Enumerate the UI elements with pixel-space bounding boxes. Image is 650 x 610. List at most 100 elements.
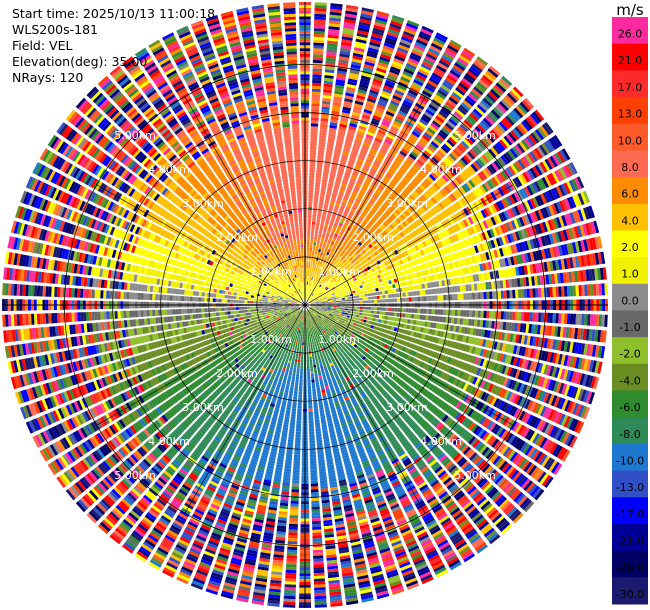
range-gate <box>340 273 344 277</box>
range-gate <box>493 84 505 95</box>
range-gate <box>493 202 500 212</box>
range-gate <box>305 296 307 300</box>
range-gate <box>314 236 318 240</box>
range-gate <box>333 283 337 287</box>
range-gate <box>336 215 341 220</box>
range-gate <box>305 281 307 285</box>
range-gate <box>411 279 416 285</box>
range-gate <box>501 258 507 267</box>
range-gate <box>312 262 315 266</box>
range-gate <box>339 232 344 237</box>
range-gate <box>399 79 410 86</box>
range-gate <box>380 53 392 60</box>
range-gate <box>541 312 545 323</box>
range-gate <box>513 219 520 229</box>
range-gate <box>439 287 443 294</box>
range-gate <box>333 310 337 313</box>
range-gate <box>307 294 310 297</box>
range-gate <box>317 296 321 299</box>
range-gate <box>544 122 554 134</box>
range-gate <box>426 106 437 114</box>
range-gate <box>384 113 394 120</box>
range-gate <box>370 36 383 42</box>
range-gate <box>322 279 326 283</box>
range-gate <box>350 208 356 214</box>
range-gate <box>432 267 437 274</box>
range-gate <box>351 147 359 153</box>
range-gate <box>459 231 465 239</box>
range-gate <box>344 98 353 103</box>
range-gate <box>542 221 548 233</box>
range-gate <box>313 28 325 32</box>
range-gate <box>335 202 340 207</box>
range-gate <box>319 261 323 265</box>
range-gate <box>333 307 337 309</box>
range-gate <box>312 80 322 84</box>
range-gate <box>362 219 368 225</box>
range-gate <box>556 201 563 213</box>
range-gate <box>385 242 391 248</box>
range-gate <box>341 227 346 232</box>
range-gate <box>381 90 391 97</box>
range-gate <box>389 274 394 280</box>
range-gate <box>384 82 395 89</box>
range-gate <box>564 198 571 210</box>
range-gate <box>420 169 428 177</box>
range-gate <box>345 301 349 304</box>
range-gate <box>430 122 440 131</box>
range-gate <box>345 317 350 321</box>
range-gate <box>383 244 388 249</box>
range-gate <box>514 126 524 137</box>
range-gate <box>339 302 343 304</box>
range-gate <box>336 140 344 145</box>
range-gate <box>566 313 571 325</box>
range-gate <box>311 224 316 228</box>
range-gate <box>329 14 342 19</box>
range-gate <box>384 39 396 46</box>
range-gate <box>365 240 370 245</box>
range-gate <box>437 295 441 301</box>
range-gate <box>338 62 349 67</box>
range-gate <box>422 167 430 175</box>
range-gate <box>463 75 474 85</box>
range-gate <box>382 177 390 184</box>
range-gate <box>478 233 485 242</box>
range-gate <box>478 211 485 220</box>
range-gate <box>356 195 363 201</box>
range-gate <box>313 242 317 246</box>
range-gate <box>445 207 453 216</box>
range-gate <box>562 229 569 241</box>
range-gate <box>535 288 539 298</box>
range-gate <box>357 193 364 199</box>
range-gate <box>353 262 358 266</box>
range-gate <box>457 309 461 317</box>
range-gate <box>447 44 459 54</box>
range-gate <box>371 284 375 289</box>
range-gate <box>347 248 352 253</box>
range-gate <box>328 20 341 25</box>
range-gate <box>355 269 359 273</box>
range-gate <box>397 298 401 302</box>
range-gate <box>477 172 485 182</box>
range-gate <box>346 203 352 209</box>
range-gate <box>326 251 330 256</box>
range-gate <box>408 153 417 161</box>
range-gate <box>308 256 312 260</box>
range-gate <box>307 218 312 222</box>
range-gate <box>355 292 359 296</box>
range-gate <box>348 274 352 278</box>
range-gate <box>508 208 516 218</box>
range-gate <box>475 143 484 153</box>
range-gate <box>356 180 363 185</box>
range-gate <box>342 306 346 308</box>
range-gate <box>334 275 338 279</box>
range-gate <box>427 188 434 196</box>
range-gate <box>394 235 400 241</box>
range-gate <box>556 168 565 181</box>
range-gate <box>460 259 465 267</box>
range-gate <box>448 270 453 278</box>
range-gate <box>416 159 425 166</box>
range-gate <box>360 10 374 16</box>
range-gate <box>318 144 326 148</box>
range-gate <box>378 264 383 269</box>
